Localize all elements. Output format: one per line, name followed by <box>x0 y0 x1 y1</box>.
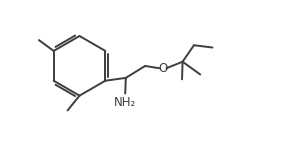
Text: NH₂: NH₂ <box>114 96 136 109</box>
Text: O: O <box>158 62 167 75</box>
